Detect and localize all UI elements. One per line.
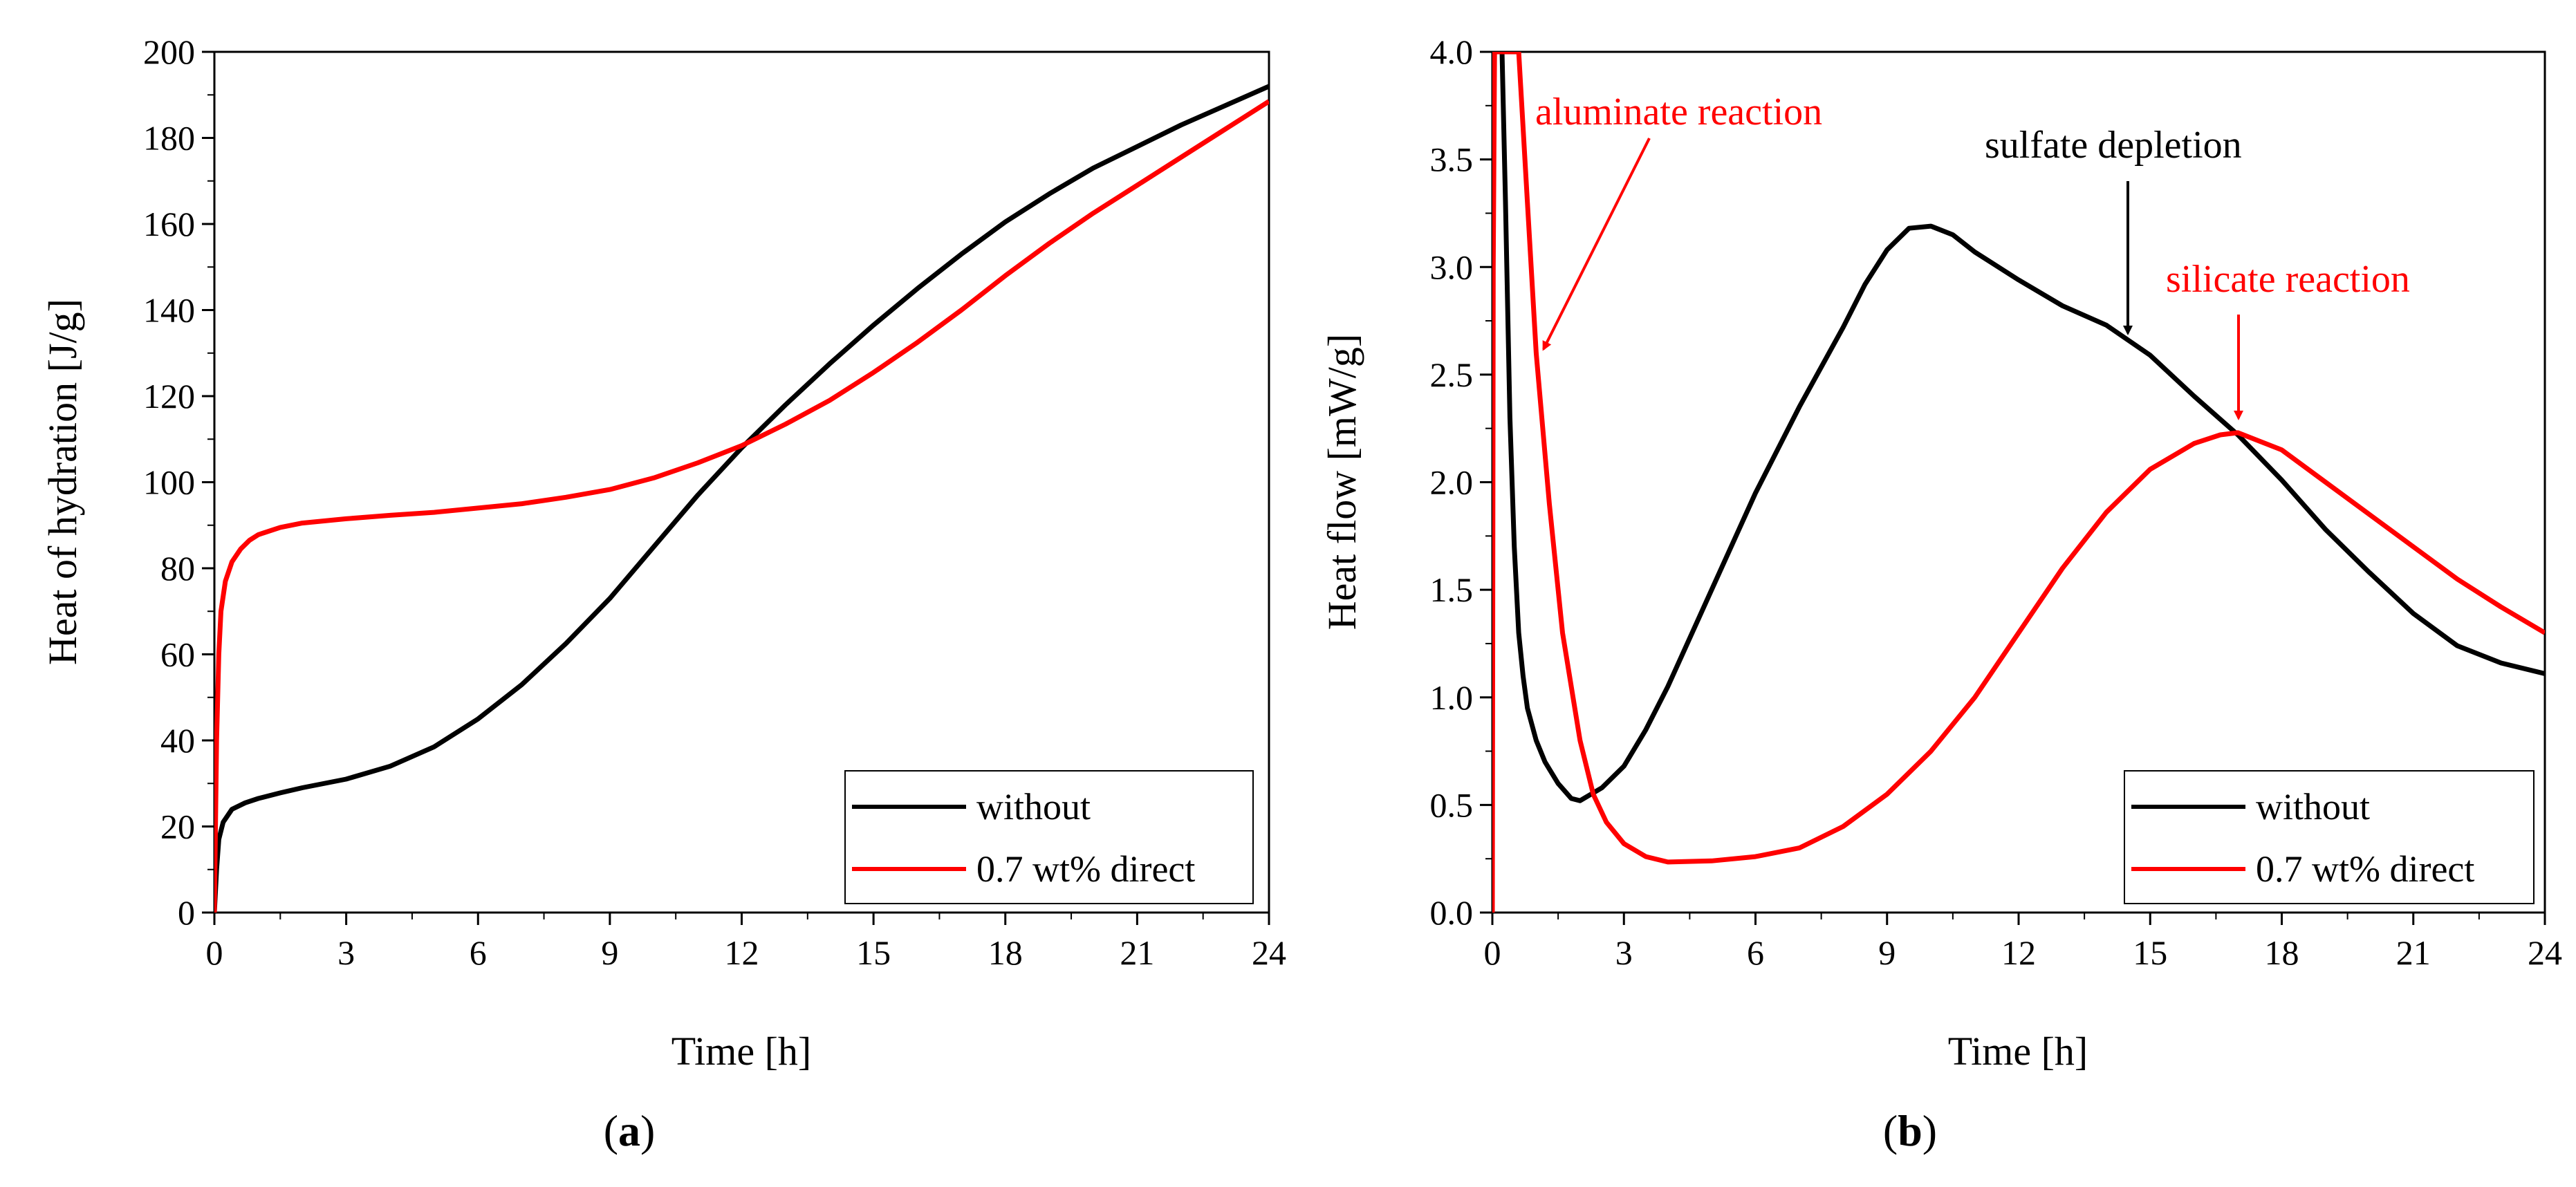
y-tick-label: 140	[143, 291, 195, 330]
chart-panel-b: 0 3 6 9 12 15 18 21 24 0.0 0.5 1.0 1.5 2.0 2.5 3.0 3.5 4…	[1319, 32, 2562, 1155]
y-tick-label: 0.0	[1430, 893, 1474, 932]
y-tick-label: 120	[143, 377, 195, 415]
panel-label-b: (b)	[1883, 1106, 1937, 1155]
x-tick-label: 9	[601, 933, 618, 972]
x-axis-label-b: Time [h]	[1948, 1029, 2088, 1074]
legend-label-direct-b: 0.7 wt% direct	[2256, 848, 2474, 890]
x-tick-label: 21	[2396, 933, 2431, 972]
legend-box-a	[844, 770, 1254, 904]
y-tick-label: 1.5	[1430, 570, 1474, 609]
x-tick-label: 6	[1747, 933, 1764, 972]
series-line-0-7-wt-direct	[214, 99, 1269, 913]
legend-label-direct-a: 0.7 wt% direct	[976, 848, 1195, 890]
x-ticks-a: 0 3 6 9 12 15 18 21 24	[206, 913, 1286, 972]
panel-letter-b: b	[1898, 1106, 1922, 1155]
y-tick-label: 180	[143, 119, 195, 158]
y-tick-label: 160	[143, 205, 195, 243]
x-tick-label: 12	[2001, 933, 2036, 972]
y-tick-label: 2.5	[1430, 355, 1474, 394]
y-tick-label: 20	[160, 807, 195, 846]
annotation-sulfate-depletion: sulfate depletion	[1985, 124, 2242, 335]
annotation-aluminate-arrow	[1542, 138, 1651, 351]
x-tick-label: 3	[337, 933, 355, 972]
legend-box-b	[2124, 770, 2535, 904]
y-tick-label: 0	[178, 893, 195, 932]
legend-label-without-b: without	[2256, 786, 2370, 828]
y-tick-label: 3.5	[1430, 140, 1474, 179]
legend-b: without 0.7 wt% direct	[2124, 770, 2535, 904]
series-line-without	[1499, 52, 2545, 803]
x-tick-label: 18	[2265, 933, 2299, 972]
y-tick-label: 3.0	[1430, 247, 1474, 286]
y-ticks-a: 0 20 40 60 80 100 120 140 160 180 200	[143, 32, 214, 932]
x-tick-label: 24	[2528, 933, 2562, 972]
x-tick-label: 15	[2133, 933, 2167, 972]
series-lines-a	[214, 84, 1269, 913]
chart-panel-a: 0 3 6 9 12 15 18 21 24 0 20 40 60 80 100 120 140 160 180 2…	[40, 32, 1286, 1155]
legend-label-without-a: without	[976, 786, 1091, 828]
y-tick-label: 60	[160, 635, 195, 674]
y-axis-label-a: Heat of hydration [J/g]	[40, 299, 85, 665]
y-tick-label: 40	[160, 721, 195, 760]
y-tick-label: 1.0	[1430, 678, 1474, 717]
x-axis-label-a: Time [h]	[671, 1029, 812, 1074]
x-tick-label: 21	[1120, 933, 1154, 972]
panel-label-a: (a)	[604, 1106, 656, 1155]
annotation-silicate-text: silicate reaction	[2166, 258, 2410, 301]
annotation-aluminate-reaction: aluminate reaction	[1535, 91, 1822, 351]
y-tick-label: 0.5	[1430, 785, 1474, 824]
x-tick-label: 12	[725, 933, 759, 972]
annotation-sulfate-text: sulfate depletion	[1985, 124, 2242, 167]
legend-a: without 0.7 wt% direct	[844, 770, 1254, 904]
x-tick-label: 24	[1252, 933, 1286, 972]
y-axis-label-b: Heat flow [mW/g]	[1319, 334, 1364, 630]
x-ticks-b: 0 3 6 9 12 15 18 21 24	[1484, 913, 2562, 972]
x-tick-label: 15	[856, 933, 891, 972]
y-ticks-b: 0.0 0.5 1.0 1.5 2.0 2.5 3.0 3.5 4.0	[1430, 32, 1492, 932]
series-line-0-7-wt-direct	[1492, 52, 2545, 913]
x-tick-label: 9	[1878, 933, 1896, 972]
y-tick-label: 200	[143, 32, 195, 71]
x-tick-label: 6	[470, 933, 487, 972]
y-tick-label: 100	[143, 463, 195, 502]
series-lines-b	[1492, 52, 2545, 913]
x-tick-label: 0	[206, 933, 223, 972]
y-tick-label: 80	[160, 549, 195, 588]
y-tick-label: 4.0	[1430, 32, 1474, 71]
x-tick-label: 3	[1615, 933, 1633, 972]
x-tick-label: 0	[1484, 933, 1501, 972]
y-tick-label: 2.0	[1430, 463, 1474, 502]
annotation-silicate-reaction: silicate reaction	[2166, 258, 2410, 420]
panel-letter-a: a	[618, 1106, 640, 1155]
x-tick-label: 18	[988, 933, 1023, 972]
series-line-without	[214, 84, 1269, 913]
annotation-aluminate-text: aluminate reaction	[1535, 91, 1822, 133]
